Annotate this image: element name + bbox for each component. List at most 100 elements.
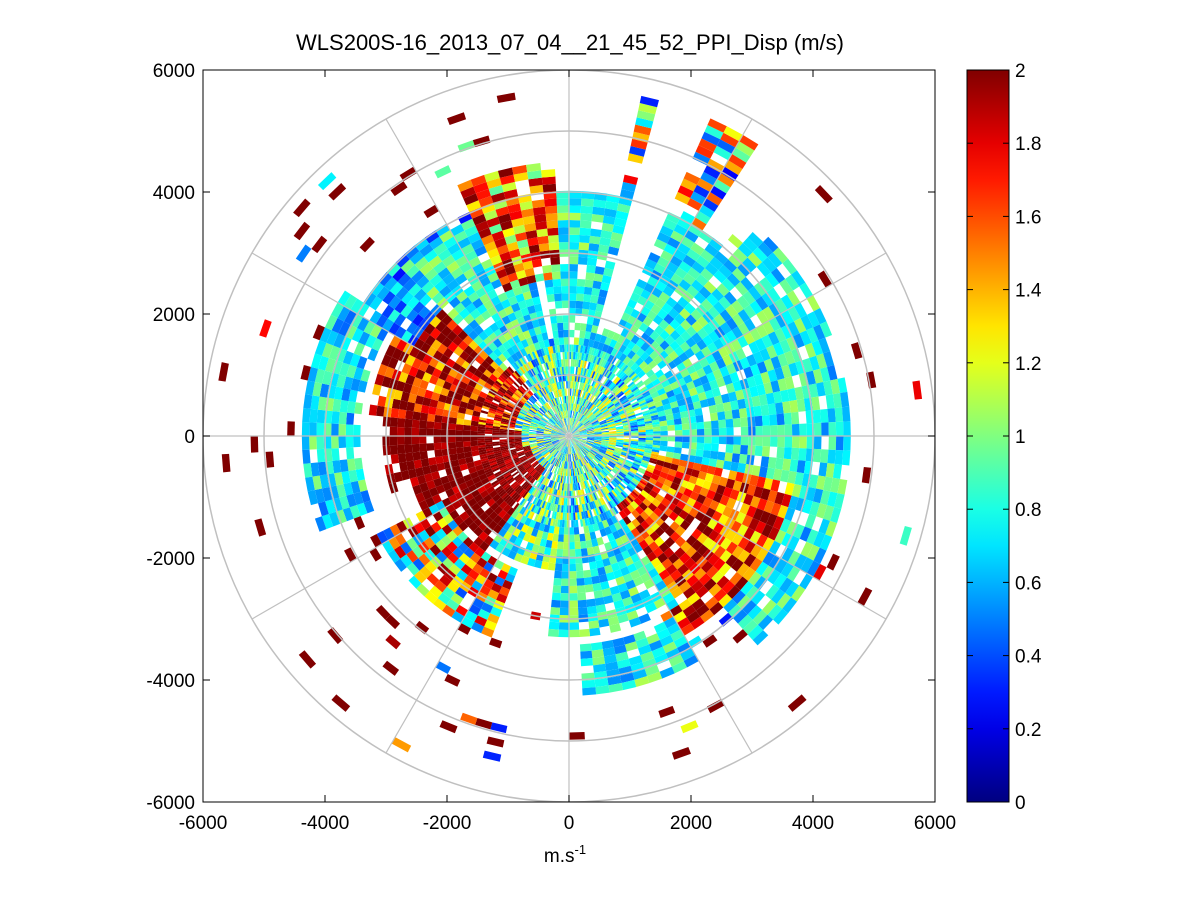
field-cell (594, 333, 602, 343)
field-cell (590, 228, 602, 238)
field-cell (575, 444, 581, 451)
field-cell (551, 438, 559, 440)
field-cell (736, 524, 749, 537)
field-cell (595, 454, 603, 460)
field-cell (552, 440, 560, 444)
field-cell (524, 449, 532, 454)
field-cell (496, 593, 508, 604)
field-cell (577, 424, 584, 430)
field-cell (489, 405, 498, 411)
field-cell (624, 404, 632, 410)
field-cell (751, 590, 766, 605)
field-cell (317, 396, 327, 411)
field-cell (628, 470, 636, 477)
field-cell (533, 450, 541, 456)
field-cell (683, 374, 693, 384)
field-cell (573, 526, 580, 535)
field-cell (645, 398, 654, 404)
field-cell (339, 495, 350, 510)
field-cell (443, 513, 454, 525)
field-cell (448, 447, 457, 455)
field-cell (618, 510, 628, 519)
field-cell (456, 452, 466, 460)
field-cell (390, 407, 400, 419)
field-cell (671, 661, 687, 674)
field-cell (633, 488, 641, 496)
field-cell (636, 493, 646, 503)
field-cell (662, 461, 672, 469)
field-cell (597, 498, 603, 507)
field-cell (808, 474, 819, 489)
field-cell (625, 475, 633, 482)
field-cell (665, 211, 681, 225)
field-cell (539, 325, 547, 334)
field-cell (563, 446, 567, 454)
field-cell (572, 418, 575, 426)
field-cell (639, 332, 650, 343)
field-cell (542, 264, 552, 274)
field-cell (820, 490, 831, 506)
field-cell (604, 378, 610, 386)
field-cell (586, 471, 591, 479)
field-cell (802, 499, 813, 515)
field-cell (500, 384, 509, 391)
field-cell (479, 511, 489, 522)
field-cell (562, 446, 566, 454)
field-cell (558, 444, 563, 452)
field-cell (686, 248, 701, 262)
field-cell (477, 485, 487, 494)
field-cell (607, 363, 613, 371)
field-cell (595, 412, 603, 418)
field-cell (547, 517, 552, 526)
field-cell (637, 446, 645, 451)
field-cell (553, 442, 561, 447)
field-cell (536, 333, 544, 343)
field-cell (643, 453, 651, 458)
field-cell (458, 340, 469, 351)
field-cell (513, 483, 520, 491)
field-cell (696, 532, 709, 545)
field-cell (480, 457, 489, 462)
field-cell (497, 213, 512, 224)
field-cell (630, 373, 637, 380)
field-cell (470, 238, 485, 251)
field-cell (345, 424, 354, 436)
field-cell (630, 593, 642, 604)
field-cell (711, 387, 722, 398)
field-cell (684, 557, 696, 570)
field-cell (499, 442, 508, 446)
field-cell (569, 293, 577, 301)
field-cell (521, 499, 528, 507)
field-cell (363, 320, 376, 335)
field-cell (566, 425, 569, 433)
field-cell (783, 447, 792, 460)
field-cell (501, 450, 509, 454)
field-cell (564, 446, 567, 454)
field-cell (759, 348, 771, 362)
field-cell (770, 588, 786, 605)
field-cell (564, 344, 567, 352)
field-cell (598, 403, 605, 410)
field-cell (552, 585, 562, 594)
field-cell (561, 497, 565, 506)
field-cell (391, 398, 401, 410)
field-cell (480, 602, 494, 614)
field-cell (484, 355, 494, 365)
field-cell (447, 519, 459, 531)
field-cell (454, 471, 464, 480)
field-cell (485, 427, 493, 430)
field-cell (709, 450, 719, 460)
field-cell (633, 390, 641, 396)
field-cell (628, 416, 637, 420)
field-cell (429, 327, 442, 340)
field-cell (828, 436, 837, 450)
field-cell (559, 344, 563, 353)
field-cell (346, 447, 355, 460)
field-cell (549, 408, 555, 416)
field-cell (453, 346, 464, 357)
field-cell (608, 444, 616, 448)
field-cell (543, 433, 551, 436)
field-cell (543, 461, 549, 468)
field-cell (519, 411, 527, 416)
field-cell (544, 198, 557, 207)
